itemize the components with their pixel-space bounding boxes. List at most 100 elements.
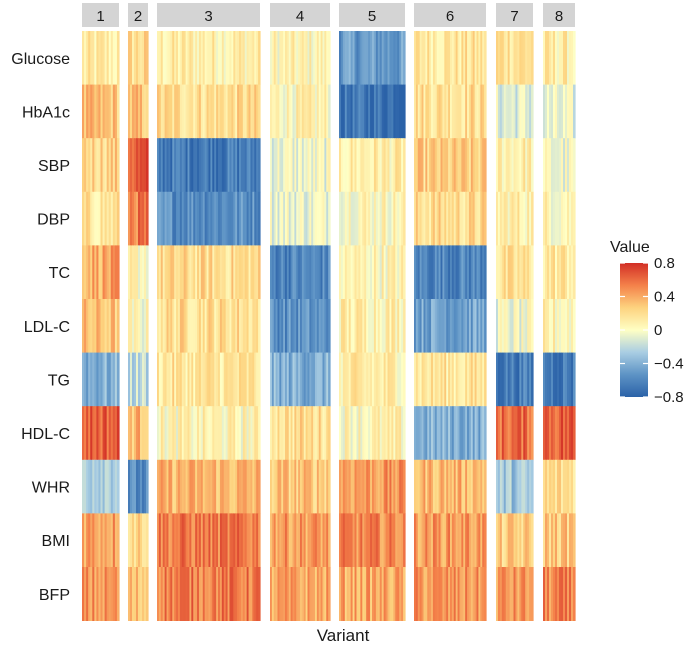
variant-cell <box>275 567 279 621</box>
variant-cell <box>468 459 472 514</box>
variant-cell <box>132 191 135 246</box>
variant-cell <box>450 191 453 246</box>
variant-cell <box>571 31 574 85</box>
variant-cell <box>414 299 417 353</box>
variant-cell <box>340 31 344 85</box>
variant-cell <box>305 406 309 461</box>
variant-cell <box>223 567 227 621</box>
variant-cell <box>565 31 568 85</box>
variant-cell <box>318 513 322 568</box>
variant-cell <box>307 459 310 514</box>
variant-cell <box>519 31 522 85</box>
variant-cell <box>294 406 297 461</box>
variant-cell <box>385 138 389 193</box>
variant-cell <box>290 191 294 246</box>
variant-cell <box>503 31 507 85</box>
variant-cell <box>160 513 164 568</box>
variant-cell <box>279 245 282 300</box>
variant-cell <box>446 406 449 461</box>
variant-cell <box>476 352 480 407</box>
variant-cell <box>324 567 327 621</box>
variant-cell <box>316 406 320 461</box>
variant-cell <box>446 352 449 407</box>
variant-cell <box>240 31 244 85</box>
variant-cell <box>208 352 212 407</box>
variant-cell <box>463 513 466 568</box>
variant-cell <box>393 567 396 621</box>
variant-cell <box>246 84 250 139</box>
variant-cell <box>436 567 440 621</box>
variant-cell <box>283 84 286 139</box>
variant-cell <box>206 513 210 568</box>
variant-cell <box>128 84 131 139</box>
variant-cell <box>277 31 280 85</box>
variant-cell <box>307 299 310 353</box>
variant-cell <box>346 84 350 139</box>
variant-cell <box>339 406 342 461</box>
variant-cell <box>362 406 365 461</box>
variant-cell <box>193 245 196 300</box>
variant-cell <box>179 567 183 621</box>
variant-cell <box>440 191 444 246</box>
variant-cell <box>176 299 179 353</box>
variant-cell <box>419 84 423 139</box>
variant-cell <box>82 138 85 193</box>
variant-cell <box>240 406 244 461</box>
variant-cell <box>364 513 367 568</box>
variant-cell <box>160 31 164 85</box>
variant-cell <box>551 406 554 461</box>
variant-cell <box>275 31 279 85</box>
variant-cell <box>472 31 476 85</box>
variant-cell <box>275 513 279 568</box>
variant-cell <box>110 299 114 353</box>
variant-cell <box>273 567 277 621</box>
variant-cell <box>275 406 279 461</box>
variant-cell <box>281 567 284 621</box>
cluster-label-7: 7 <box>510 8 518 25</box>
variant-cell <box>362 299 365 353</box>
variant-cell <box>482 138 485 193</box>
variant-cell <box>438 299 442 353</box>
variant-cell <box>557 299 560 353</box>
variant-cell <box>461 513 464 568</box>
variant-cell <box>225 31 229 85</box>
heatmap-cell-TC-cluster-8 <box>543 245 576 300</box>
variant-cell <box>142 567 145 621</box>
variant-cell <box>523 84 526 139</box>
variant-cell <box>322 84 325 139</box>
variant-cell <box>197 459 200 514</box>
variant-cell <box>212 352 215 407</box>
variant-cell <box>208 191 212 246</box>
variant-cell <box>134 406 137 461</box>
variant-cell <box>531 299 534 353</box>
variant-cell <box>271 459 275 514</box>
variant-cell <box>377 406 381 461</box>
variant-cell <box>130 352 133 407</box>
variant-cell <box>204 352 208 407</box>
variant-cell <box>468 567 472 621</box>
variant-cell <box>499 138 503 193</box>
variant-cell <box>231 352 234 407</box>
variant-cell <box>432 138 436 193</box>
variant-cell <box>543 513 546 568</box>
variant-cell <box>401 406 404 461</box>
variant-cell <box>559 352 562 407</box>
variant-cell <box>258 459 261 514</box>
variant-cell <box>128 406 131 461</box>
variant-cell <box>415 299 419 353</box>
variant-cell <box>553 84 556 139</box>
variant-cell <box>160 191 164 246</box>
variant-cell <box>114 31 118 85</box>
variant-cell <box>431 352 434 407</box>
variant-cell <box>270 138 273 193</box>
variant-cell <box>523 406 526 461</box>
variant-cell <box>393 513 396 568</box>
variant-cell <box>237 138 240 193</box>
variant-cell <box>195 84 198 139</box>
variant-cell <box>354 138 358 193</box>
variant-cell <box>529 352 532 407</box>
variant-cell <box>453 299 457 353</box>
variant-cell <box>350 406 354 461</box>
variant-cell <box>158 84 162 139</box>
variant-cell <box>324 245 327 300</box>
